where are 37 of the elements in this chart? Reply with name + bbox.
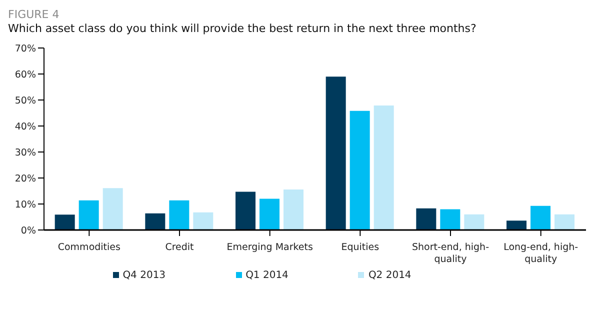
bar [102, 188, 123, 230]
bar [145, 213, 166, 230]
chart-subtitle: Which asset class do you think will provide the best return in the next three months? [8, 21, 478, 36]
y-tick-label: 60% [14, 69, 36, 80]
y-tick-label: 40% [14, 121, 36, 132]
bar [464, 214, 484, 230]
bar [530, 206, 551, 230]
bar [260, 198, 280, 230]
bar [54, 214, 75, 230]
legend-label: Q2 2014 [368, 270, 412, 281]
y-tick-label: 0% [20, 225, 36, 236]
x-tick-label: Commodities [58, 242, 121, 253]
bar [236, 192, 256, 230]
bar [193, 212, 214, 230]
bar [169, 200, 190, 230]
y-tick-label: 70% [14, 43, 36, 54]
bar [416, 208, 436, 230]
x-tick-label: Long-end, high-quality [504, 242, 578, 265]
x-tick-label: Short-end, high-quality [412, 242, 489, 265]
y-tick-label: 10% [14, 199, 36, 210]
bar [350, 110, 370, 230]
bar [374, 105, 394, 230]
y-tick-label: 30% [14, 147, 36, 158]
bar [284, 189, 304, 230]
bar [326, 76, 346, 230]
y-tick-label: 50% [14, 95, 36, 106]
chart-title: FIGURE 4 [8, 8, 60, 21]
y-tick-label: 20% [14, 173, 36, 184]
x-tick-label: Equities [341, 242, 380, 253]
bar [554, 214, 575, 230]
legend-label: Q1 2014 [246, 270, 288, 281]
bar [506, 220, 527, 230]
x-tick-label: Credit [165, 242, 194, 253]
bar [440, 209, 460, 230]
legend-label: Q4 2013 [122, 270, 166, 281]
x-tick-label: Emerging Markets [226, 242, 313, 253]
bar [78, 200, 99, 230]
